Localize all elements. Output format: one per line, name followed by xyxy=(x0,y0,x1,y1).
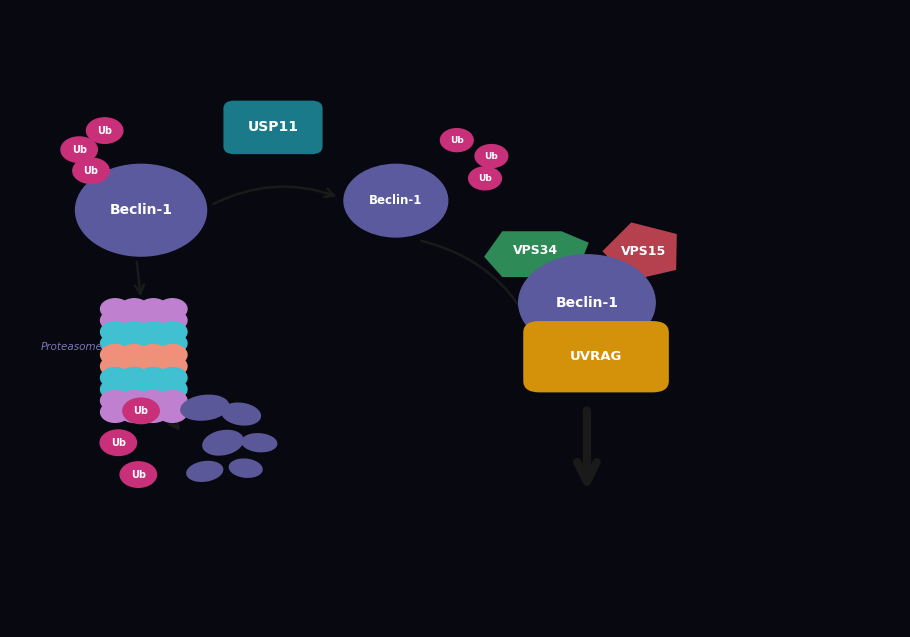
Text: VPS15: VPS15 xyxy=(621,245,666,258)
Circle shape xyxy=(158,356,187,376)
Circle shape xyxy=(344,164,448,237)
Circle shape xyxy=(123,398,159,424)
Circle shape xyxy=(138,368,167,388)
Circle shape xyxy=(119,379,149,399)
Circle shape xyxy=(138,310,167,331)
Circle shape xyxy=(100,368,129,388)
Circle shape xyxy=(119,368,149,388)
Ellipse shape xyxy=(202,430,244,455)
Circle shape xyxy=(440,129,473,152)
Polygon shape xyxy=(484,231,589,277)
Circle shape xyxy=(158,299,187,319)
Circle shape xyxy=(158,333,187,354)
Text: Ub: Ub xyxy=(84,166,98,176)
Circle shape xyxy=(119,356,149,376)
Circle shape xyxy=(86,118,123,143)
Circle shape xyxy=(119,310,149,331)
Circle shape xyxy=(138,345,167,365)
Circle shape xyxy=(158,368,187,388)
Circle shape xyxy=(158,402,187,422)
Circle shape xyxy=(76,164,207,256)
Circle shape xyxy=(138,333,167,354)
Text: UVRAG: UVRAG xyxy=(570,350,622,363)
Circle shape xyxy=(100,402,129,422)
Circle shape xyxy=(469,167,501,190)
Text: Ub: Ub xyxy=(478,174,492,183)
Circle shape xyxy=(73,158,109,183)
Circle shape xyxy=(120,462,157,487)
Circle shape xyxy=(100,356,129,376)
Ellipse shape xyxy=(241,433,278,452)
Circle shape xyxy=(158,390,187,411)
Text: Beclin-1: Beclin-1 xyxy=(369,194,422,207)
Ellipse shape xyxy=(187,461,223,482)
Circle shape xyxy=(158,310,187,331)
Circle shape xyxy=(100,345,129,365)
Text: Ub: Ub xyxy=(72,145,86,155)
Text: Beclin-1: Beclin-1 xyxy=(109,203,173,217)
Circle shape xyxy=(100,310,129,331)
Ellipse shape xyxy=(228,459,263,478)
Text: Ub: Ub xyxy=(484,152,499,161)
Circle shape xyxy=(100,379,129,399)
Circle shape xyxy=(158,345,187,365)
Polygon shape xyxy=(602,222,677,280)
Circle shape xyxy=(158,379,187,399)
Text: VPS34: VPS34 xyxy=(513,244,559,257)
Text: Ub: Ub xyxy=(134,406,148,416)
Circle shape xyxy=(100,390,129,411)
Ellipse shape xyxy=(180,394,229,421)
Circle shape xyxy=(158,322,187,342)
Text: Proteasome: Proteasome xyxy=(41,342,103,352)
Circle shape xyxy=(100,430,136,455)
Circle shape xyxy=(119,390,149,411)
Text: Ub: Ub xyxy=(131,469,146,480)
Ellipse shape xyxy=(221,403,261,426)
Circle shape xyxy=(138,390,167,411)
Circle shape xyxy=(100,299,129,319)
Text: USP11: USP11 xyxy=(248,120,298,134)
Circle shape xyxy=(519,255,655,350)
Circle shape xyxy=(138,322,167,342)
Circle shape xyxy=(119,322,149,342)
FancyBboxPatch shape xyxy=(523,321,669,392)
Circle shape xyxy=(100,333,129,354)
Circle shape xyxy=(119,299,149,319)
Circle shape xyxy=(475,145,508,168)
Circle shape xyxy=(119,402,149,422)
Text: Beclin-1: Beclin-1 xyxy=(555,296,619,310)
Circle shape xyxy=(100,322,129,342)
FancyBboxPatch shape xyxy=(224,101,323,154)
Text: Ub: Ub xyxy=(111,438,126,448)
Text: Ub: Ub xyxy=(450,136,464,145)
Text: Ub: Ub xyxy=(97,125,112,136)
Circle shape xyxy=(119,333,149,354)
Circle shape xyxy=(61,137,97,162)
Circle shape xyxy=(119,345,149,365)
Circle shape xyxy=(138,379,167,399)
Circle shape xyxy=(138,299,167,319)
Circle shape xyxy=(138,402,167,422)
Circle shape xyxy=(138,356,167,376)
